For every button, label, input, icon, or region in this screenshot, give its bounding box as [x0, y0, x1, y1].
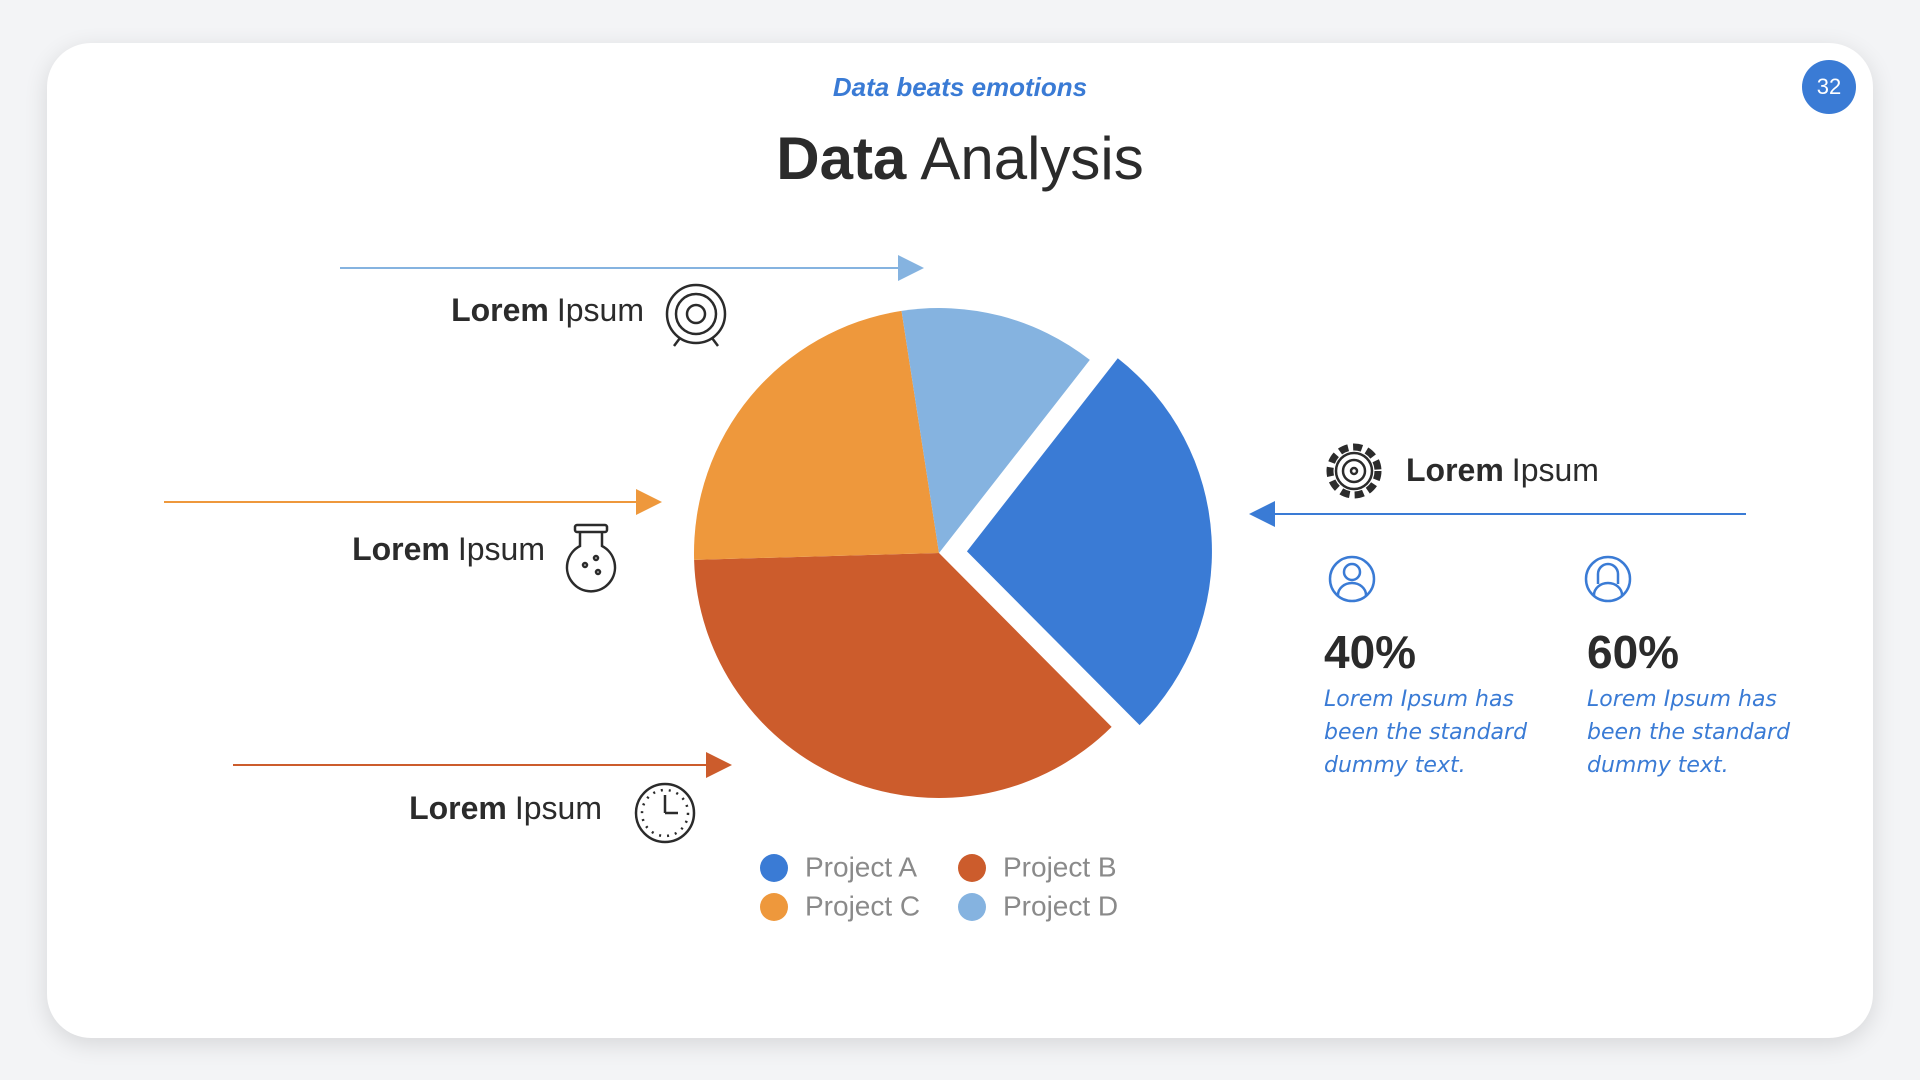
target-icon — [665, 283, 727, 347]
arrow-head — [706, 752, 732, 778]
callout-label: Lorem Ipsum — [451, 292, 644, 328]
clock-icon — [634, 782, 696, 844]
legend-label: Project B — [1003, 851, 1117, 882]
callout-label: Lorem Ipsum — [1406, 452, 1599, 488]
title: Data Analysis — [776, 125, 1143, 192]
stat-description: Lorem Ipsum has been the standard dummy … — [1324, 687, 1528, 778]
callout-label: Lorem Ipsum — [409, 790, 602, 826]
title-bold: Data — [776, 125, 907, 192]
callout-light: Ipsum — [458, 531, 545, 567]
person-icon — [1328, 555, 1376, 603]
title-light: Analysis — [920, 125, 1143, 192]
stat-value: 60% — [1587, 626, 1679, 678]
callout-bold: Lorem — [352, 531, 450, 567]
arrow-head — [1249, 501, 1275, 527]
callout-label: Lorem Ipsum — [352, 531, 545, 567]
legend-label: Project D — [1003, 890, 1118, 921]
arrow-head — [898, 255, 924, 281]
legend-swatch — [958, 893, 986, 921]
legend-swatch — [760, 893, 788, 921]
legend-label: Project C — [805, 890, 920, 921]
callout-light: Ipsum — [515, 790, 602, 826]
stat-value: 40% — [1324, 626, 1416, 678]
callout-light: Ipsum — [1512, 452, 1599, 488]
gear-icon — [1326, 443, 1382, 499]
pie-slice — [901, 308, 1090, 553]
callout-bold: Lorem — [451, 292, 549, 328]
stat-description: Lorem Ipsum has been the standard dummy … — [1587, 687, 1791, 778]
page-number: 32 — [1817, 74, 1841, 99]
person-icon — [1584, 555, 1632, 603]
arrow-head — [636, 489, 662, 515]
legend-swatch — [760, 854, 788, 882]
callout-bold: Lorem — [409, 790, 507, 826]
pie-slice — [694, 553, 1112, 798]
callout-bold: Lorem — [1406, 452, 1504, 488]
pie-slice — [966, 358, 1212, 726]
legend-label: Project A — [805, 851, 917, 882]
legend: Project A Project B Project C Project D — [760, 851, 1118, 921]
subtitle: Data beats emotions — [833, 72, 1087, 102]
pie-slice — [694, 310, 939, 560]
legend-swatch — [958, 854, 986, 882]
callout-light: Ipsum — [557, 292, 644, 328]
page-badge — [1802, 60, 1856, 114]
pie-chart — [694, 308, 1212, 798]
flask-icon — [565, 523, 617, 593]
